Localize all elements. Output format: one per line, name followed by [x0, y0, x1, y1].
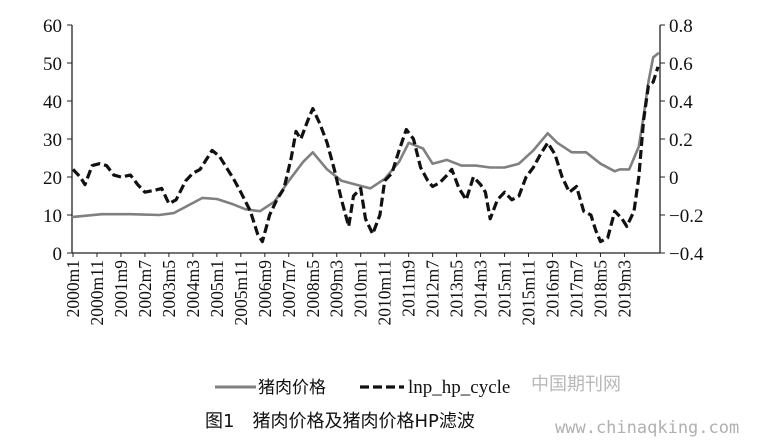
x-tick-label: 2000m1 [63, 260, 83, 317]
figure-caption: 图1 猪肉价格及猪肉价格HP滤波 [205, 411, 475, 432]
legend-label-hp-cycle: lnp_hp_cycle [408, 377, 510, 398]
x-tick-label: 2005m11 [231, 260, 251, 325]
y2-tick-label: 0.8 [669, 16, 693, 37]
y2-tick-label: 0.6 [669, 54, 693, 75]
x-tick-label: 2004m3 [183, 260, 203, 318]
x-tick-label: 2014m3 [471, 260, 491, 318]
x-tick-label: 2001m9 [111, 260, 131, 318]
x-tick-label: 2008m5 [303, 260, 323, 318]
x-tick-label: 2019m3 [614, 260, 634, 318]
x-tick-label: 2009m3 [327, 260, 347, 318]
legend: 猪肉价格 lnp_hp_cycle [215, 377, 510, 398]
x-tick-label: 2010m1 [351, 260, 371, 317]
x-tick-label: 2017m7 [566, 260, 586, 318]
axes: 0 10 20 30 40 50 60 −0.4 −0.2 0 0.2 0.4 0.6 0.8 2000m1… [43, 16, 704, 325]
y-tick-label: 10 [43, 206, 62, 227]
series-line-pork-price [71, 52, 660, 219]
x-tick-label: 2002m7 [135, 260, 155, 318]
y2-tick-label: 0 [669, 168, 679, 189]
y2-tick-label: 0.4 [669, 92, 693, 113]
x-tick-label: 2011m9 [399, 260, 419, 317]
legend-label-pork-price: 猪肉价格 [258, 378, 326, 398]
x-tick-label: 2015m11 [519, 260, 539, 325]
x-tick-label: 2000m11 [87, 260, 107, 325]
y2-tick-label: 0.2 [669, 130, 693, 151]
y-tick-label: 20 [43, 168, 62, 189]
watermark-url: www.chinaqking.com [555, 418, 739, 438]
x-tick-label: 2018m5 [590, 260, 610, 318]
x-tick-label: 2015m1 [495, 260, 515, 317]
x-tick-label: 2007m7 [279, 260, 299, 318]
x-tick-label: 2006m9 [255, 260, 275, 318]
y-tick-label: 30 [43, 130, 62, 151]
x-tick-label: 2016m9 [543, 260, 563, 318]
x-tick-label: 2005m1 [207, 260, 227, 317]
watermark-site-name: 中国期刊网 [531, 374, 621, 395]
series-layer [71, 52, 660, 244]
y-tick-label: 40 [43, 92, 62, 113]
y-tick-label: 50 [43, 54, 62, 75]
x-tick-label: 2012m7 [423, 260, 443, 318]
x-tick-label: 2010m11 [375, 260, 395, 325]
y-tick-label: 60 [43, 16, 62, 37]
y2-tick-label: −0.2 [669, 206, 703, 227]
y2-tick-label: −0.4 [669, 244, 704, 265]
x-tick-label: 2003m5 [159, 260, 179, 318]
series-line-hp-cycle [71, 66, 660, 244]
x-tick-label: 2013m5 [447, 260, 467, 318]
y-tick-label: 0 [53, 244, 63, 265]
